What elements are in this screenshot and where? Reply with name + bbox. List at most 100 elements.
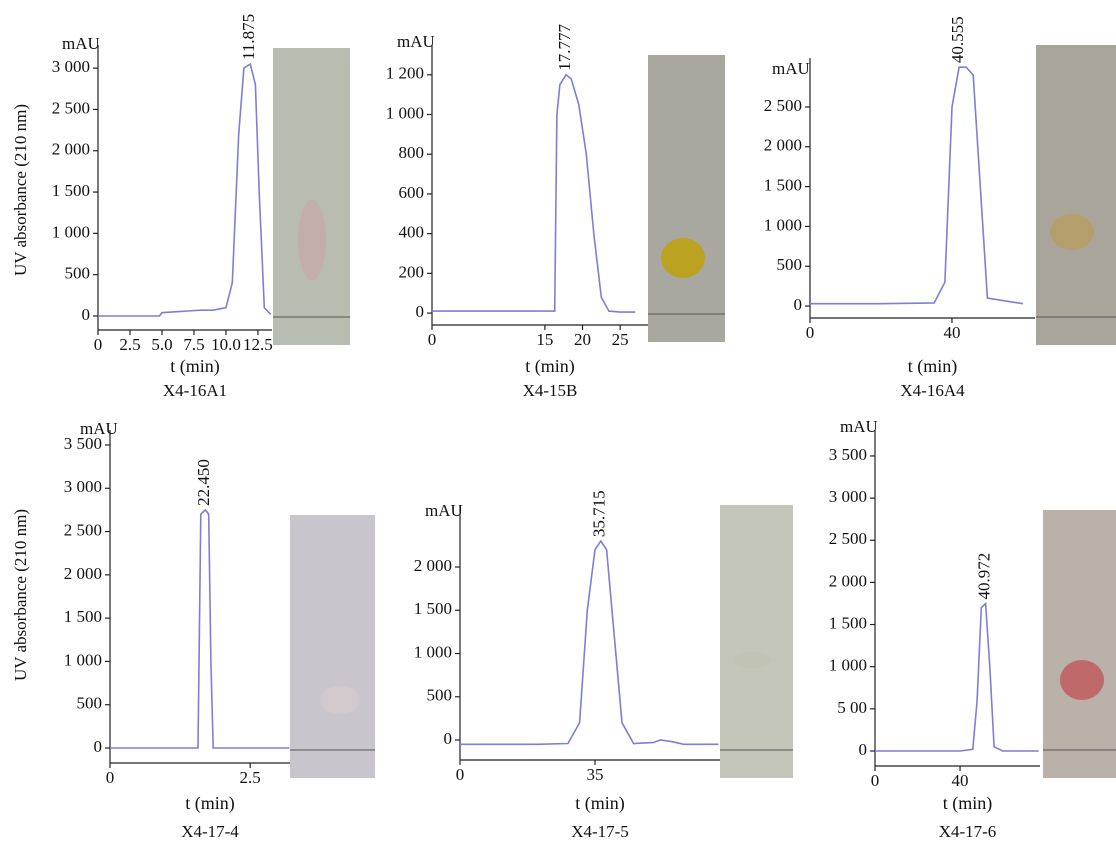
chromatogram-line <box>110 508 290 749</box>
y-tick-label: 5 00 <box>837 698 867 717</box>
x-tick-label: 0 <box>94 335 103 354</box>
tlc-spot <box>732 652 772 668</box>
tlc-plate <box>1043 510 1116 778</box>
peak-label: 11.875 <box>239 14 258 60</box>
chart-title: X4-15B <box>523 381 578 400</box>
x-tick-label: 40 <box>943 323 960 342</box>
x-tick-label: 2.5 <box>119 335 140 354</box>
x-tick-label: 0 <box>106 768 115 787</box>
x-axis-label: t (min) <box>525 356 575 377</box>
chart-title: X4-16A1 <box>163 381 227 400</box>
chromatogram-line <box>810 66 1024 305</box>
x-tick-label: 0 <box>428 330 437 349</box>
y-tick-label: 600 <box>399 183 425 202</box>
tlc-spot <box>661 238 705 278</box>
y-axis-label: UV absorbance (210 nm) <box>11 509 30 681</box>
y-tick-label: 2 000 <box>64 564 102 583</box>
y-tick-label: 2 500 <box>829 529 867 548</box>
x-tick-label: 40 <box>952 771 969 790</box>
y-tick-label: 3 000 <box>64 477 102 496</box>
peak-label: 40.555 <box>948 16 967 63</box>
y-tick-label: 1 500 <box>64 607 102 626</box>
y-tick-label: 3 500 <box>829 445 867 464</box>
chromatogram-line <box>875 601 1039 752</box>
x-axis-label: t (min) <box>575 793 625 814</box>
y-tick-label: 1 000 <box>64 650 102 669</box>
peak-label: 17.777 <box>555 24 574 71</box>
y-tick-label: 0 <box>82 305 91 324</box>
tlc-spot <box>1060 660 1104 700</box>
x-tick-label: 12.5 <box>243 335 273 354</box>
y-tick-label: 3 000 <box>829 487 867 506</box>
y-tick-label: 500 <box>77 694 103 713</box>
chromatogram-line <box>98 62 272 317</box>
y-tick-label: 2 500 <box>52 98 90 117</box>
y-tick-label: 500 <box>427 686 453 705</box>
x-tick-label: 2.5 <box>240 768 261 787</box>
chart-title: X4-16A4 <box>900 381 965 400</box>
chart-title: X4-17-6 <box>939 822 997 841</box>
x-tick-label: 35 <box>587 765 604 784</box>
tlc-plate <box>273 48 350 345</box>
x-axis-label: t (min) <box>170 356 220 377</box>
y-tick-label: 3 000 <box>52 57 90 76</box>
y-tick-label: 0 <box>859 740 868 759</box>
y-tick-label: 800 <box>399 143 425 162</box>
y-tick-label: 1 500 <box>414 599 452 618</box>
y-tick-label: 2 000 <box>829 571 867 590</box>
y-tick-label: 200 <box>399 262 425 281</box>
y-tick-label: 1 000 <box>764 215 802 234</box>
y-tick-label: 1 200 <box>386 64 424 83</box>
tlc-plate <box>720 505 793 778</box>
x-tick-label: 5.0 <box>151 335 172 354</box>
y-unit: mAU <box>397 32 435 51</box>
chart-title: X4-17-4 <box>181 822 239 841</box>
y-unit: mAU <box>425 501 463 520</box>
y-tick-label: 1 500 <box>52 181 90 200</box>
y-tick-label: 0 <box>94 737 103 756</box>
y-tick-label: 1 000 <box>829 656 867 675</box>
y-tick-label: 2 000 <box>414 556 452 575</box>
y-tick-label: 0 <box>794 295 803 314</box>
y-tick-label: 1 500 <box>829 613 867 632</box>
y-tick-label: 1 000 <box>414 642 452 661</box>
tlc-plate <box>1036 45 1116 345</box>
x-axis-label: t (min) <box>943 793 993 814</box>
y-tick-label: 500 <box>65 264 91 283</box>
x-tick-label: 20 <box>574 330 591 349</box>
tlc-plate <box>648 55 725 342</box>
y-tick-label: 2 000 <box>764 136 802 155</box>
y-tick-label: 1 000 <box>52 222 90 241</box>
x-tick-label: 7.5 <box>183 335 204 354</box>
y-unit: mAU <box>772 59 810 78</box>
tlc-spot <box>1050 214 1094 250</box>
y-tick-label: 3 500 <box>64 434 102 453</box>
chart-title: X4-17-5 <box>571 822 629 841</box>
peak-label: 22.450 <box>194 459 213 506</box>
y-tick-label: 1 500 <box>764 176 802 195</box>
x-tick-label: 10.0 <box>211 335 241 354</box>
peak-label: 35.715 <box>590 490 609 537</box>
y-unit: mAU <box>80 419 118 438</box>
peak-label: 40.972 <box>974 553 993 600</box>
x-tick-label: 15 <box>536 330 553 349</box>
x-tick-label: 0 <box>871 771 880 790</box>
y-tick-label: 2 000 <box>52 140 90 159</box>
y-tick-label: 1 000 <box>386 103 424 122</box>
y-tick-label: 2 500 <box>764 96 802 115</box>
chromatogram-line <box>432 73 636 313</box>
x-tick-label: 25 <box>612 330 629 349</box>
y-tick-label: 400 <box>399 223 425 242</box>
chromatogram-line <box>460 539 719 746</box>
y-unit: mAU <box>840 417 878 436</box>
x-tick-label: 0 <box>456 765 465 784</box>
tlc-plate <box>290 515 375 778</box>
x-tick-label: 0 <box>806 323 815 342</box>
y-unit: mAU <box>62 34 100 53</box>
y-tick-label: 500 <box>777 255 803 274</box>
y-axis-label: UV absorbance (210 nm) <box>11 104 30 276</box>
tlc-spot <box>320 686 360 714</box>
y-tick-label: 2 500 <box>64 520 102 539</box>
